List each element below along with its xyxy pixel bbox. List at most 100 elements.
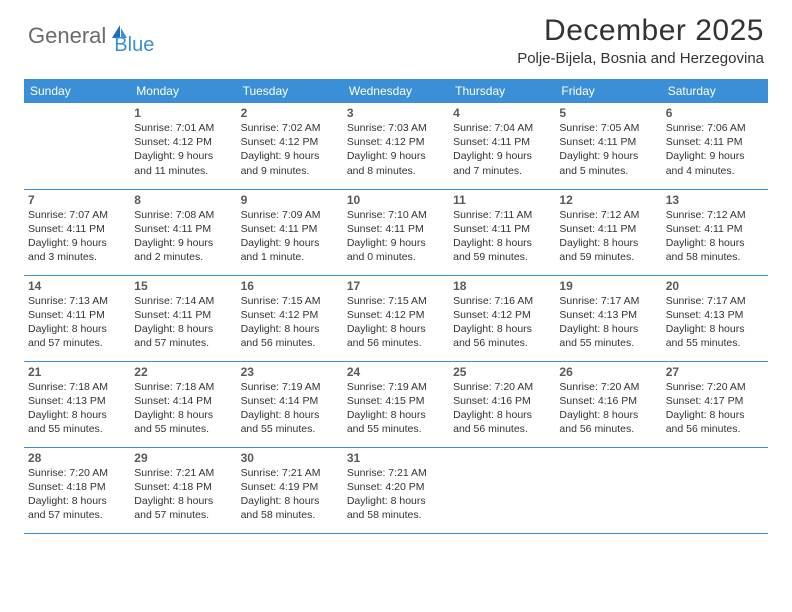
daylight-line: Daylight: 8 hours and 56 minutes.	[559, 408, 657, 436]
calendar-day: 6Sunrise: 7:06 AMSunset: 4:11 PMDaylight…	[662, 103, 768, 189]
day-number: 15	[134, 279, 232, 293]
sunrise-line: Sunrise: 7:16 AM	[453, 294, 551, 308]
calendar-empty	[555, 447, 661, 533]
daylight-line: Daylight: 8 hours and 59 minutes.	[559, 236, 657, 264]
day-number: 21	[28, 365, 126, 379]
daylight-line: Daylight: 8 hours and 58 minutes.	[241, 494, 339, 522]
calendar-day: 10Sunrise: 7:10 AMSunset: 4:11 PMDayligh…	[343, 189, 449, 275]
day-number: 7	[28, 193, 126, 207]
day-number: 1	[134, 106, 232, 120]
sunset-line: Sunset: 4:11 PM	[134, 222, 232, 236]
calendar-day: 8Sunrise: 7:08 AMSunset: 4:11 PMDaylight…	[130, 189, 236, 275]
logo-text-blue: Blue	[114, 34, 154, 57]
calendar-day: 14Sunrise: 7:13 AMSunset: 4:11 PMDayligh…	[24, 275, 130, 361]
daylight-line: Daylight: 8 hours and 58 minutes.	[347, 494, 445, 522]
daylight-line: Daylight: 9 hours and 3 minutes.	[28, 236, 126, 264]
day-number: 8	[134, 193, 232, 207]
calendar-day: 31Sunrise: 7:21 AMSunset: 4:20 PMDayligh…	[343, 447, 449, 533]
calendar-day: 20Sunrise: 7:17 AMSunset: 4:13 PMDayligh…	[662, 275, 768, 361]
daylight-line: Daylight: 8 hours and 56 minutes.	[241, 322, 339, 350]
daylight-line: Daylight: 9 hours and 2 minutes.	[134, 236, 232, 264]
calendar-day: 9Sunrise: 7:09 AMSunset: 4:11 PMDaylight…	[237, 189, 343, 275]
calendar-day: 30Sunrise: 7:21 AMSunset: 4:19 PMDayligh…	[237, 447, 343, 533]
day-number: 10	[347, 193, 445, 207]
sunrise-line: Sunrise: 7:12 AM	[666, 208, 764, 222]
day-number: 13	[666, 193, 764, 207]
sunset-line: Sunset: 4:13 PM	[666, 308, 764, 322]
daylight-line: Daylight: 9 hours and 4 minutes.	[666, 149, 764, 177]
day-header: Friday	[555, 79, 661, 103]
sunrise-line: Sunrise: 7:13 AM	[28, 294, 126, 308]
sunrise-line: Sunrise: 7:11 AM	[453, 208, 551, 222]
calendar-day: 27Sunrise: 7:20 AMSunset: 4:17 PMDayligh…	[662, 361, 768, 447]
day-header: Thursday	[449, 79, 555, 103]
calendar-day: 2Sunrise: 7:02 AMSunset: 4:12 PMDaylight…	[237, 103, 343, 189]
day-header: Tuesday	[237, 79, 343, 103]
calendar-day: 13Sunrise: 7:12 AMSunset: 4:11 PMDayligh…	[662, 189, 768, 275]
calendar-empty	[449, 447, 555, 533]
sunset-line: Sunset: 4:11 PM	[28, 308, 126, 322]
daylight-line: Daylight: 8 hours and 56 minutes.	[347, 322, 445, 350]
sunrise-line: Sunrise: 7:21 AM	[241, 466, 339, 480]
calendar-day: 29Sunrise: 7:21 AMSunset: 4:18 PMDayligh…	[130, 447, 236, 533]
sunset-line: Sunset: 4:12 PM	[453, 308, 551, 322]
daylight-line: Daylight: 8 hours and 56 minutes.	[666, 408, 764, 436]
month-title: December 2025	[517, 14, 764, 48]
daylight-line: Daylight: 9 hours and 7 minutes.	[453, 149, 551, 177]
calendar-day: 18Sunrise: 7:16 AMSunset: 4:12 PMDayligh…	[449, 275, 555, 361]
calendar-day: 24Sunrise: 7:19 AMSunset: 4:15 PMDayligh…	[343, 361, 449, 447]
sunrise-line: Sunrise: 7:19 AM	[347, 380, 445, 394]
daylight-line: Daylight: 8 hours and 55 minutes.	[559, 322, 657, 350]
day-number: 23	[241, 365, 339, 379]
sunrise-line: Sunrise: 7:14 AM	[134, 294, 232, 308]
calendar-week: 28Sunrise: 7:20 AMSunset: 4:18 PMDayligh…	[24, 447, 768, 533]
day-number: 24	[347, 365, 445, 379]
daylight-line: Daylight: 8 hours and 56 minutes.	[453, 322, 551, 350]
daylight-line: Daylight: 8 hours and 55 minutes.	[241, 408, 339, 436]
title-block: December 2025 Polje-Bijela, Bosnia and H…	[517, 14, 764, 67]
day-number: 27	[666, 365, 764, 379]
sunrise-line: Sunrise: 7:04 AM	[453, 121, 551, 135]
calendar-empty	[24, 103, 130, 189]
calendar-day: 1Sunrise: 7:01 AMSunset: 4:12 PMDaylight…	[130, 103, 236, 189]
calendar-day: 21Sunrise: 7:18 AMSunset: 4:13 PMDayligh…	[24, 361, 130, 447]
day-number: 14	[28, 279, 126, 293]
daylight-line: Daylight: 9 hours and 11 minutes.	[134, 149, 232, 177]
sunset-line: Sunset: 4:12 PM	[134, 135, 232, 149]
sunset-line: Sunset: 4:13 PM	[28, 394, 126, 408]
calendar-day: 28Sunrise: 7:20 AMSunset: 4:18 PMDayligh…	[24, 447, 130, 533]
sunrise-line: Sunrise: 7:20 AM	[28, 466, 126, 480]
sunset-line: Sunset: 4:11 PM	[347, 222, 445, 236]
sunrise-line: Sunrise: 7:17 AM	[559, 294, 657, 308]
daylight-line: Daylight: 8 hours and 55 minutes.	[28, 408, 126, 436]
calendar-day: 22Sunrise: 7:18 AMSunset: 4:14 PMDayligh…	[130, 361, 236, 447]
sunrise-line: Sunrise: 7:07 AM	[28, 208, 126, 222]
calendar-day: 17Sunrise: 7:15 AMSunset: 4:12 PMDayligh…	[343, 275, 449, 361]
daylight-line: Daylight: 8 hours and 57 minutes.	[28, 494, 126, 522]
daylight-line: Daylight: 8 hours and 57 minutes.	[28, 322, 126, 350]
calendar-day: 23Sunrise: 7:19 AMSunset: 4:14 PMDayligh…	[237, 361, 343, 447]
day-number: 5	[559, 106, 657, 120]
daylight-line: Daylight: 8 hours and 56 minutes.	[453, 408, 551, 436]
calendar-day: 4Sunrise: 7:04 AMSunset: 4:11 PMDaylight…	[449, 103, 555, 189]
sunset-line: Sunset: 4:11 PM	[28, 222, 126, 236]
day-number: 9	[241, 193, 339, 207]
sunset-line: Sunset: 4:13 PM	[559, 308, 657, 322]
day-header-row: SundayMondayTuesdayWednesdayThursdayFrid…	[24, 79, 768, 103]
daylight-line: Daylight: 8 hours and 57 minutes.	[134, 494, 232, 522]
sunrise-line: Sunrise: 7:20 AM	[559, 380, 657, 394]
sunset-line: Sunset: 4:19 PM	[241, 480, 339, 494]
sunset-line: Sunset: 4:15 PM	[347, 394, 445, 408]
calendar-week: 7Sunrise: 7:07 AMSunset: 4:11 PMDaylight…	[24, 189, 768, 275]
sunset-line: Sunset: 4:11 PM	[559, 222, 657, 236]
sunrise-line: Sunrise: 7:08 AM	[134, 208, 232, 222]
day-header: Sunday	[24, 79, 130, 103]
calendar-day: 19Sunrise: 7:17 AMSunset: 4:13 PMDayligh…	[555, 275, 661, 361]
calendar-body: 1Sunrise: 7:01 AMSunset: 4:12 PMDaylight…	[24, 103, 768, 533]
sunrise-line: Sunrise: 7:20 AM	[453, 380, 551, 394]
sunrise-line: Sunrise: 7:15 AM	[347, 294, 445, 308]
sunset-line: Sunset: 4:12 PM	[241, 308, 339, 322]
sunrise-line: Sunrise: 7:10 AM	[347, 208, 445, 222]
calendar-day: 25Sunrise: 7:20 AMSunset: 4:16 PMDayligh…	[449, 361, 555, 447]
sunrise-line: Sunrise: 7:09 AM	[241, 208, 339, 222]
